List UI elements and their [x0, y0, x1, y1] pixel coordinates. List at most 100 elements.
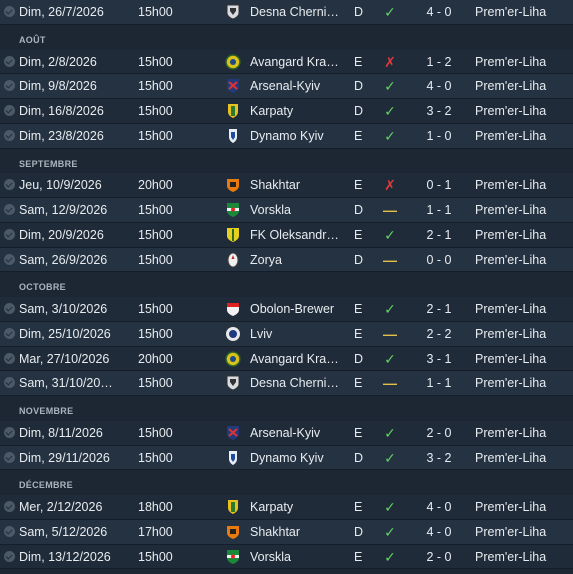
opponent-name[interactable]: Karpaty	[250, 104, 294, 118]
match-score[interactable]: 2 - 0	[426, 425, 452, 440]
fixture-row[interactable]: Dim, 23/8/2026 15h00 Dynamo Kyiv E ✓ 1 - 0 Pre…	[0, 123, 573, 149]
fixture-row[interactable]: Sam, 3/10/2026 15h00 Obolon-Brewer E ✓ 2 - 1 P…	[0, 297, 573, 322]
competition-name[interactable]: Prem'er-Liha	[475, 425, 547, 440]
opponent-name[interactable]: Shakhtar	[250, 178, 301, 193]
shakhtar-crest	[225, 524, 241, 540]
opponent-name[interactable]: Desna Cherni…	[250, 5, 339, 19]
match-score[interactable]: 1 - 1	[426, 203, 452, 217]
opponent-name[interactable]: Avangard Kra…	[250, 351, 339, 366]
competition-name[interactable]: Prem'er-Liha	[475, 450, 547, 465]
fixture-time: 15h00	[138, 5, 173, 19]
fixture-time: 15h00	[138, 227, 173, 242]
fixture-row[interactable]: Sam, 5/12/2026 17h00 Shakhtar D ✓ 4 - 0 Prem'e…	[0, 519, 573, 545]
fixture-row[interactable]: Dim, 29/11/2026 15h00 Dynamo Kyiv D ✓ 3 - 2 Pr…	[0, 445, 573, 471]
fixture-row[interactable]: Dim, 25/10/2026 15h00 Lviv E — 2 - 2 Prem'er-L…	[0, 321, 573, 347]
venue-indicator: E	[354, 326, 363, 341]
fixture-row[interactable]: Dim, 13/12/2026 15h00 Vorskla E ✓ 2 - 0 Prem'e…	[0, 544, 573, 570]
fixture-date: Sam, 3/10/2026	[19, 302, 108, 316]
fixture-row[interactable]: Dim, 9/8/2026 15h00 Arsenal-Kyiv D ✓ 4 - 0 Pre…	[0, 74, 573, 99]
opponent-name[interactable]: FK Oleksandr…	[250, 227, 339, 242]
competition-name[interactable]: Prem'er-Liha	[475, 524, 547, 539]
match-score[interactable]: 4 - 0	[426, 500, 452, 514]
fixture-date: Jeu, 10/9/2026	[19, 178, 102, 193]
opponent-name[interactable]: Zorya	[250, 252, 282, 267]
venue-indicator: E	[354, 227, 363, 242]
match-score[interactable]: 2 - 1	[426, 302, 452, 316]
fixture-time: 20h00	[138, 351, 173, 366]
competition-name[interactable]: Prem'er-Liha	[475, 302, 547, 316]
played-check-icon	[4, 550, 15, 562]
match-score[interactable]: 3 - 2	[426, 450, 452, 465]
played-check-icon	[4, 377, 15, 389]
competition-name[interactable]: Prem'er-Liha	[475, 376, 547, 391]
fixture-row[interactable]: Mer, 2/12/2026 18h00 Karpaty E ✓ 4 - 0 Prem'er…	[0, 495, 573, 520]
fixture-row[interactable]: Dim, 16/8/2026 15h00 Karpaty D ✓ 3 - 2 Prem'er…	[0, 99, 573, 124]
check-icon: ✓	[384, 350, 396, 367]
fixture-row[interactable]: Dim, 2/8/2026 15h00 Avangard Kra… E ✗ 1 - 2 Pr…	[0, 49, 573, 75]
match-score[interactable]: 1 - 0	[426, 128, 452, 143]
competition-name[interactable]: Prem'er-Liha	[475, 549, 547, 564]
match-score[interactable]: 1 - 2	[426, 54, 452, 69]
fixture-row[interactable]: Sam, 26/9/2026 15h00 Zorya D — 0 - 0 Prem'er-L…	[0, 247, 573, 273]
match-score[interactable]: 3 - 1	[426, 351, 452, 366]
month-header: SEPTEMBRE	[0, 148, 573, 174]
match-score[interactable]: 4 - 0	[426, 5, 452, 19]
competition-name[interactable]: Prem'er-Liha	[475, 227, 547, 242]
opponent-name[interactable]: Desna Cherni…	[250, 376, 339, 391]
opponent-name[interactable]: Arsenal-Kyiv	[250, 79, 321, 94]
played-check-icon	[4, 426, 15, 438]
dynamo-crest	[225, 450, 241, 466]
fixture-time: 15h00	[138, 252, 173, 267]
fixture-row[interactable]: Dim, 20/9/2026 15h00 FK Oleksandr… E ✓ 2 - 1 P…	[0, 222, 573, 248]
played-check-icon	[4, 501, 15, 512]
match-score[interactable]: 2 - 2	[426, 326, 452, 341]
played-check-icon	[4, 352, 15, 364]
fixture-row[interactable]: Sam, 31/10/20… 15h00 Desna Cherni… E — 1 - 1 P…	[0, 371, 573, 396]
fixture-row[interactable]: Jeu, 10/9/2026 20h00 Shakhtar E ✗ 0 - 1 Prem'e…	[0, 173, 573, 198]
opponent-name[interactable]: Vorskla	[250, 203, 291, 217]
opponent-name[interactable]: Shakhtar	[250, 524, 301, 539]
opponent-name[interactable]: Vorskla	[250, 549, 291, 564]
opponent-name[interactable]: Dynamo Kyiv	[250, 128, 324, 143]
opponent-name[interactable]: Karpaty	[250, 500, 294, 514]
check-icon: ✓	[384, 548, 396, 565]
fixture-row[interactable]: Dim, 8/11/2026 15h00 Arsenal-Kyiv E ✓ 2 - 0 Pr…	[0, 420, 573, 446]
venue-indicator: E	[354, 425, 363, 440]
competition-name[interactable]: Prem'er-Liha	[475, 500, 547, 514]
competition-name[interactable]: Prem'er-Liha	[475, 79, 547, 94]
competition-name[interactable]: Prem'er-Liha	[475, 104, 547, 118]
fixture-row[interactable]: Mar, 27/10/2026 20h00 Avangard Kra… D ✓ 3 - 1…	[0, 346, 573, 372]
competition-name[interactable]: Prem'er-Liha	[475, 178, 547, 193]
match-score[interactable]: 1 - 1	[426, 376, 452, 391]
opponent-name[interactable]: Dynamo Kyiv	[250, 450, 324, 465]
match-score[interactable]: 3 - 2	[426, 104, 452, 118]
match-score[interactable]: 0 - 0	[426, 252, 452, 267]
match-score[interactable]: 4 - 0	[426, 79, 452, 94]
fixture-time: 20h00	[138, 178, 173, 193]
competition-name[interactable]: Prem'er-Liha	[475, 54, 547, 69]
played-check-icon	[4, 303, 15, 314]
opponent-name[interactable]: Obolon-Brewer	[250, 302, 335, 316]
fixture-time: 18h00	[138, 500, 173, 514]
competition-name[interactable]: Prem'er-Liha	[475, 5, 547, 19]
fixture-row[interactable]: Sam, 12/9/2026 15h00 Vorskla D — 1 - 1 Prem'er…	[0, 198, 573, 223]
opponent-name[interactable]: Lviv	[250, 326, 273, 341]
match-score[interactable]: 0 - 1	[426, 178, 452, 193]
competition-name[interactable]: Prem'er-Liha	[475, 128, 547, 143]
opponent-name[interactable]: Avangard Kra…	[250, 54, 339, 69]
match-score[interactable]: 2 - 1	[426, 227, 452, 242]
match-score[interactable]: 2 - 0	[426, 549, 452, 564]
check-icon: ✓	[384, 499, 396, 515]
competition-name[interactable]: Prem'er-Liha	[475, 203, 547, 217]
fixture-time: 15h00	[138, 425, 173, 440]
fixture-time: 15h00	[138, 203, 173, 217]
competition-name[interactable]: Prem'er-Liha	[475, 252, 547, 267]
opponent-name[interactable]: Arsenal-Kyiv	[250, 425, 321, 440]
fixture-row[interactable]: Dim, 26/7/2026 15h00 Desna Cherni… D ✓ 4 - 0 P…	[0, 0, 573, 25]
fixture-date: Dim, 23/8/2026	[19, 128, 104, 143]
match-score[interactable]: 4 - 0	[426, 524, 452, 539]
competition-name[interactable]: Prem'er-Liha	[475, 326, 547, 341]
fixture-time: 15h00	[138, 302, 173, 316]
fixture-time: 17h00	[138, 524, 173, 539]
competition-name[interactable]: Prem'er-Liha	[475, 351, 547, 366]
